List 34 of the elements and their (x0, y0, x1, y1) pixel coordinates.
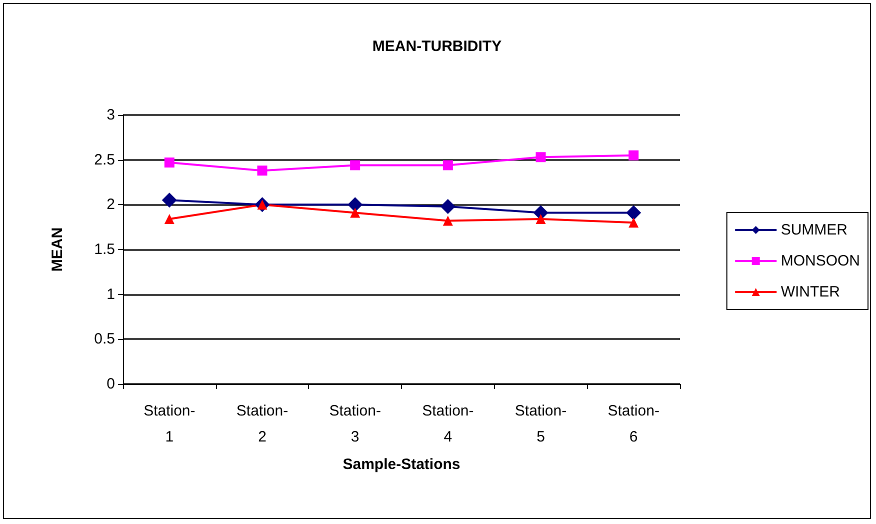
y-tick-label: 1 (106, 286, 115, 303)
point (628, 218, 639, 228)
point (626, 205, 642, 220)
y-tick-label: 2.5 (94, 151, 115, 168)
point (440, 198, 456, 214)
point (164, 214, 174, 224)
x-tick-label: Station- 1 (144, 402, 196, 446)
legend-label: WINTER (780, 284, 840, 300)
legend-label: SUMMER (780, 222, 848, 238)
point (350, 160, 360, 170)
point (162, 192, 177, 208)
point (442, 216, 453, 226)
point (350, 208, 360, 218)
x-tick-label: Station- 2 (236, 402, 288, 446)
x-tick-label: Station- 3 (329, 402, 381, 446)
x-tick-label: Station- 6 (608, 402, 660, 446)
point (348, 197, 363, 212)
legend-label: MONSOON (780, 252, 860, 270)
point (442, 160, 453, 170)
x-axis-title: Sample-Stations (342, 456, 460, 473)
chart-title: MEAN-TURBIDITY (372, 38, 502, 55)
point (536, 214, 546, 224)
y-tick-label: 2 (106, 196, 115, 214)
x-tick-label: Station- 4 (422, 402, 474, 446)
y-axis-title: MEAN (49, 227, 66, 272)
y-tick-label: 0.5 (94, 330, 115, 348)
point (628, 150, 639, 160)
y-tick-label: 0 (106, 376, 115, 392)
x-tick-label: Station- 5 (514, 402, 567, 446)
point (164, 158, 174, 168)
point (257, 166, 268, 176)
y-tick-label: 1.5 (94, 241, 115, 258)
y-tick-label: 3 (106, 106, 115, 124)
point (536, 152, 546, 162)
